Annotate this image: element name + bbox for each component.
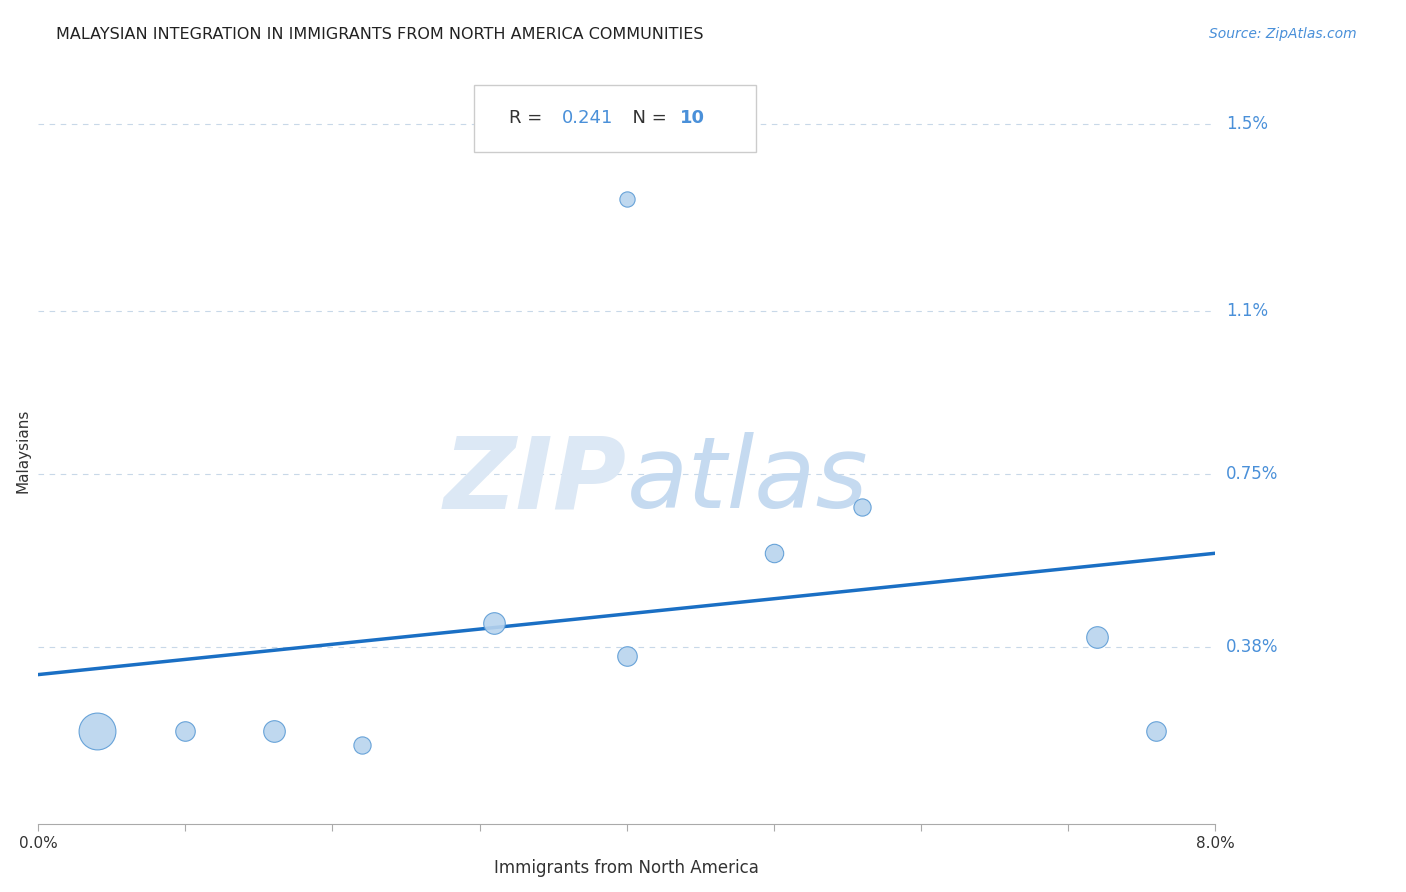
- Point: [616, 648, 638, 663]
- FancyBboxPatch shape: [474, 85, 756, 152]
- Point: [616, 192, 638, 206]
- Point: [350, 738, 373, 752]
- Text: N =: N =: [620, 110, 672, 128]
- Text: ZIP: ZIP: [444, 432, 627, 529]
- Point: [762, 546, 785, 560]
- Text: 0.38%: 0.38%: [1226, 638, 1278, 656]
- Text: 0.75%: 0.75%: [1226, 465, 1278, 483]
- Point: [1085, 630, 1108, 644]
- Text: atlas: atlas: [627, 432, 869, 529]
- Text: Source: ZipAtlas.com: Source: ZipAtlas.com: [1209, 27, 1357, 41]
- Point: [851, 500, 873, 514]
- Point: [1144, 723, 1167, 738]
- Point: [86, 723, 108, 738]
- Point: [263, 723, 285, 738]
- Y-axis label: Malaysians: Malaysians: [15, 409, 30, 493]
- X-axis label: Immigrants from North America: Immigrants from North America: [494, 859, 759, 877]
- Point: [174, 723, 197, 738]
- Text: 1.5%: 1.5%: [1226, 115, 1268, 133]
- Text: 1.1%: 1.1%: [1226, 301, 1268, 319]
- Text: R =: R =: [509, 110, 548, 128]
- Text: 10: 10: [679, 110, 704, 128]
- Text: MALAYSIAN INTEGRATION IN IMMIGRANTS FROM NORTH AMERICA COMMUNITIES: MALAYSIAN INTEGRATION IN IMMIGRANTS FROM…: [56, 27, 704, 42]
- Text: 0.241: 0.241: [562, 110, 613, 128]
- Point: [484, 616, 506, 631]
